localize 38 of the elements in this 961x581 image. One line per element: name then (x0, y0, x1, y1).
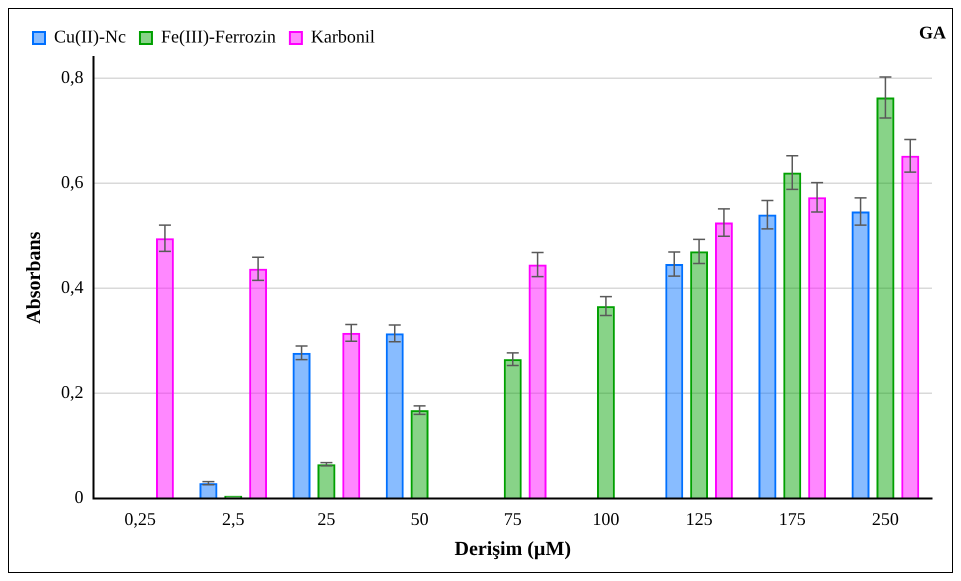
bar (808, 197, 826, 498)
y-tick-label: 0,4 (61, 276, 84, 297)
bar (386, 333, 404, 498)
x-tick-label: 25 (317, 508, 336, 529)
y-tick-label: 0,2 (61, 382, 84, 402)
x-tick-label: 100 (592, 508, 620, 529)
x-tick-label: 50 (410, 508, 429, 529)
x-axis-title: Derişim (µM) (454, 538, 571, 560)
x-tick-label: 2,5 (222, 508, 244, 529)
legend-label: Cu(II)-Nc (54, 26, 126, 47)
bar (758, 214, 776, 498)
bar (292, 352, 311, 498)
y-tick-label: 0,8 (61, 66, 84, 87)
bar (690, 251, 708, 498)
bar (410, 410, 429, 498)
bar (596, 306, 615, 498)
bar (249, 268, 268, 498)
x-tick-label: 250 (872, 508, 899, 529)
x-tick-label: 175 (778, 508, 806, 529)
y-tick-label: 0,6 (61, 172, 84, 192)
bar (504, 359, 522, 498)
bar (783, 172, 802, 498)
x-tick-label: 0,25 (124, 508, 156, 529)
bar (901, 156, 920, 498)
x-tick-label: 75 (504, 508, 522, 529)
y-tick-label: 0 (74, 487, 84, 508)
text: GA (919, 22, 946, 43)
bar (528, 264, 547, 498)
bar (342, 332, 360, 498)
legend-label: Karbonil (310, 26, 375, 47)
bar (714, 222, 733, 498)
x-tick-label: 125 (686, 508, 713, 529)
bar (156, 238, 174, 498)
bar (876, 97, 894, 498)
y-axis-title: Absorbans (23, 231, 46, 324)
bar (665, 264, 684, 498)
bar (852, 211, 870, 498)
legend-label: Fe(III)-Ferrozin (160, 26, 276, 47)
